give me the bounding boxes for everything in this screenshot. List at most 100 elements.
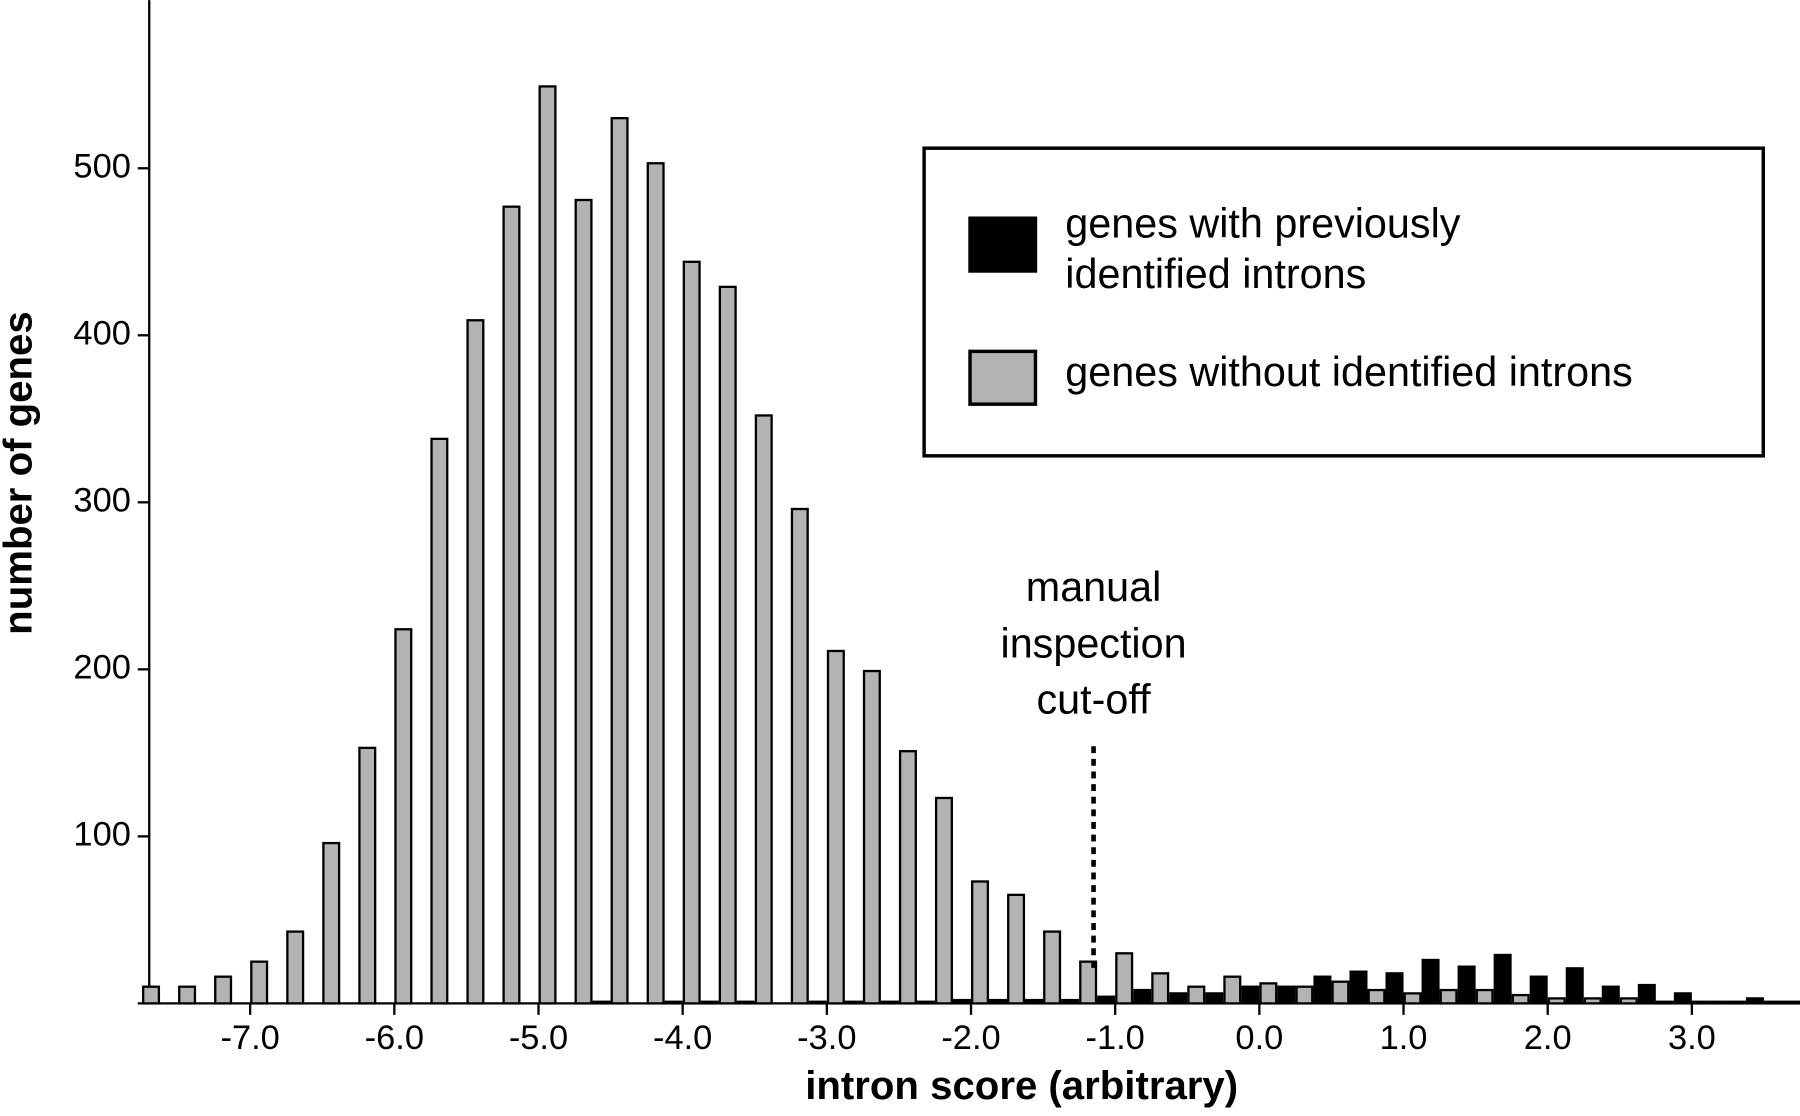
bar (1205, 992, 1224, 1005)
bar (682, 260, 701, 1005)
bar (142, 985, 161, 1005)
bar (862, 669, 881, 1005)
bar (214, 975, 233, 1005)
bar (1079, 960, 1098, 1005)
bar (646, 162, 665, 1005)
bar (1151, 972, 1170, 1005)
bar (880, 1000, 899, 1005)
bar (1511, 993, 1530, 1005)
bar (844, 1000, 863, 1005)
y-tick-label: 300 (73, 481, 130, 519)
annotation: manual (1026, 564, 1162, 610)
bar (1727, 1000, 1746, 1005)
bar (1619, 997, 1638, 1005)
legend-swatch (968, 349, 1038, 406)
bar (1475, 988, 1494, 1005)
bar (1025, 998, 1044, 1005)
bar (502, 205, 521, 1005)
x-axis-title: intron score (arbitrary) (805, 1063, 1238, 1108)
bar (700, 1000, 719, 1005)
bar (1763, 1000, 1782, 1005)
bar (1259, 982, 1278, 1005)
bar (1439, 988, 1458, 1005)
legend-item: genes with previously identified introns (1065, 199, 1461, 298)
bar (1745, 997, 1764, 1005)
x-tick-label: -1.0 (1086, 1019, 1145, 1057)
bar (1277, 985, 1296, 1005)
bar (1673, 992, 1692, 1005)
y-tick-label: 500 (73, 147, 130, 185)
y-tick-label: 100 (73, 815, 130, 853)
annotation: cut-off (1037, 677, 1152, 723)
bar (430, 437, 449, 1005)
bar (1637, 983, 1656, 1005)
legend-swatch (968, 216, 1038, 273)
bar (1133, 988, 1152, 1005)
bar (1493, 953, 1512, 1005)
bar (610, 117, 629, 1005)
bar (394, 628, 413, 1005)
bar (1007, 893, 1026, 1005)
bar (1061, 998, 1080, 1005)
x-tick-label: 2.0 (1524, 1019, 1572, 1057)
bar (1565, 967, 1584, 1005)
bar (1241, 985, 1260, 1005)
bar (1457, 965, 1476, 1005)
y-axis-title: number of genes (0, 311, 40, 635)
bar (178, 985, 197, 1005)
bar (989, 998, 1008, 1005)
x-tick-label: -7.0 (220, 1019, 279, 1057)
bar (466, 319, 485, 1005)
x-tick-label: 3.0 (1668, 1019, 1716, 1057)
bar (718, 285, 737, 1005)
bar (736, 1000, 755, 1005)
x-tick-label: -5.0 (509, 1019, 568, 1057)
x-tick-label: -2.0 (941, 1019, 1000, 1057)
bar (592, 1000, 611, 1005)
bar (1691, 1000, 1710, 1005)
bar (1115, 952, 1134, 1005)
legend-label: genes with previously identified introns (1065, 199, 1461, 298)
bar (790, 507, 809, 1005)
bar (1421, 958, 1440, 1005)
legend-item: genes without identified introns (1065, 347, 1633, 395)
bar (358, 746, 377, 1005)
bar (1781, 1000, 1800, 1005)
y-tick-label: 400 (73, 314, 130, 352)
x-tick-label: -6.0 (365, 1019, 424, 1057)
bar (1583, 997, 1602, 1005)
legend-label: genes without identified introns (1065, 347, 1633, 395)
bar (574, 198, 593, 1005)
bar (250, 960, 269, 1005)
bar (1097, 995, 1116, 1005)
bar (1601, 985, 1620, 1005)
bar (1187, 985, 1206, 1005)
x-tick-label: -3.0 (797, 1019, 856, 1057)
bar (754, 414, 773, 1005)
bar (1169, 992, 1188, 1005)
bar (1349, 970, 1368, 1005)
x-tick-label: 1.0 (1380, 1019, 1428, 1057)
bar (971, 880, 990, 1005)
bar (898, 750, 917, 1005)
bar (1367, 988, 1386, 1005)
bar (826, 649, 845, 1005)
bar (1547, 997, 1566, 1005)
bar (808, 1000, 827, 1005)
bar (1403, 992, 1422, 1005)
x-tick-label: -4.0 (653, 1019, 712, 1057)
bar (1331, 980, 1350, 1005)
bar (1709, 1000, 1728, 1005)
x-tick-label: 0.0 (1235, 1019, 1283, 1057)
legend-box (922, 146, 1765, 458)
bar (952, 998, 972, 1005)
y-tick-label: 200 (73, 648, 130, 686)
bar (1385, 972, 1404, 1005)
bar (934, 796, 953, 1005)
bar (1313, 975, 1332, 1005)
bar (916, 1000, 935, 1005)
bar (286, 930, 305, 1005)
bar (1223, 975, 1242, 1005)
